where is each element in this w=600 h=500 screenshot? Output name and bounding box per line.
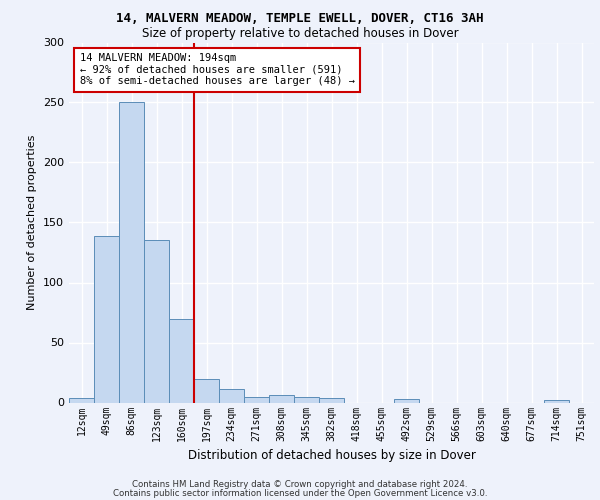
Bar — [94, 236, 119, 402]
Text: Contains HM Land Registry data © Crown copyright and database right 2024.: Contains HM Land Registry data © Crown c… — [132, 480, 468, 489]
Bar — [294, 396, 319, 402]
Bar — [119, 102, 144, 403]
Text: Contains public sector information licensed under the Open Government Licence v3: Contains public sector information licen… — [113, 490, 487, 498]
Bar — [319, 398, 344, 402]
Bar — [69, 398, 94, 402]
Bar — [544, 400, 569, 402]
Text: 14 MALVERN MEADOW: 194sqm
← 92% of detached houses are smaller (591)
8% of semi-: 14 MALVERN MEADOW: 194sqm ← 92% of detac… — [79, 54, 355, 86]
X-axis label: Distribution of detached houses by size in Dover: Distribution of detached houses by size … — [188, 449, 475, 462]
Text: 14, MALVERN MEADOW, TEMPLE EWELL, DOVER, CT16 3AH: 14, MALVERN MEADOW, TEMPLE EWELL, DOVER,… — [116, 12, 484, 26]
Bar — [394, 399, 419, 402]
Bar — [269, 396, 294, 402]
Bar — [219, 390, 244, 402]
Bar — [169, 318, 194, 402]
Bar — [244, 396, 269, 402]
Text: Size of property relative to detached houses in Dover: Size of property relative to detached ho… — [142, 28, 458, 40]
Bar — [144, 240, 169, 402]
Bar — [194, 378, 219, 402]
Y-axis label: Number of detached properties: Number of detached properties — [28, 135, 37, 310]
